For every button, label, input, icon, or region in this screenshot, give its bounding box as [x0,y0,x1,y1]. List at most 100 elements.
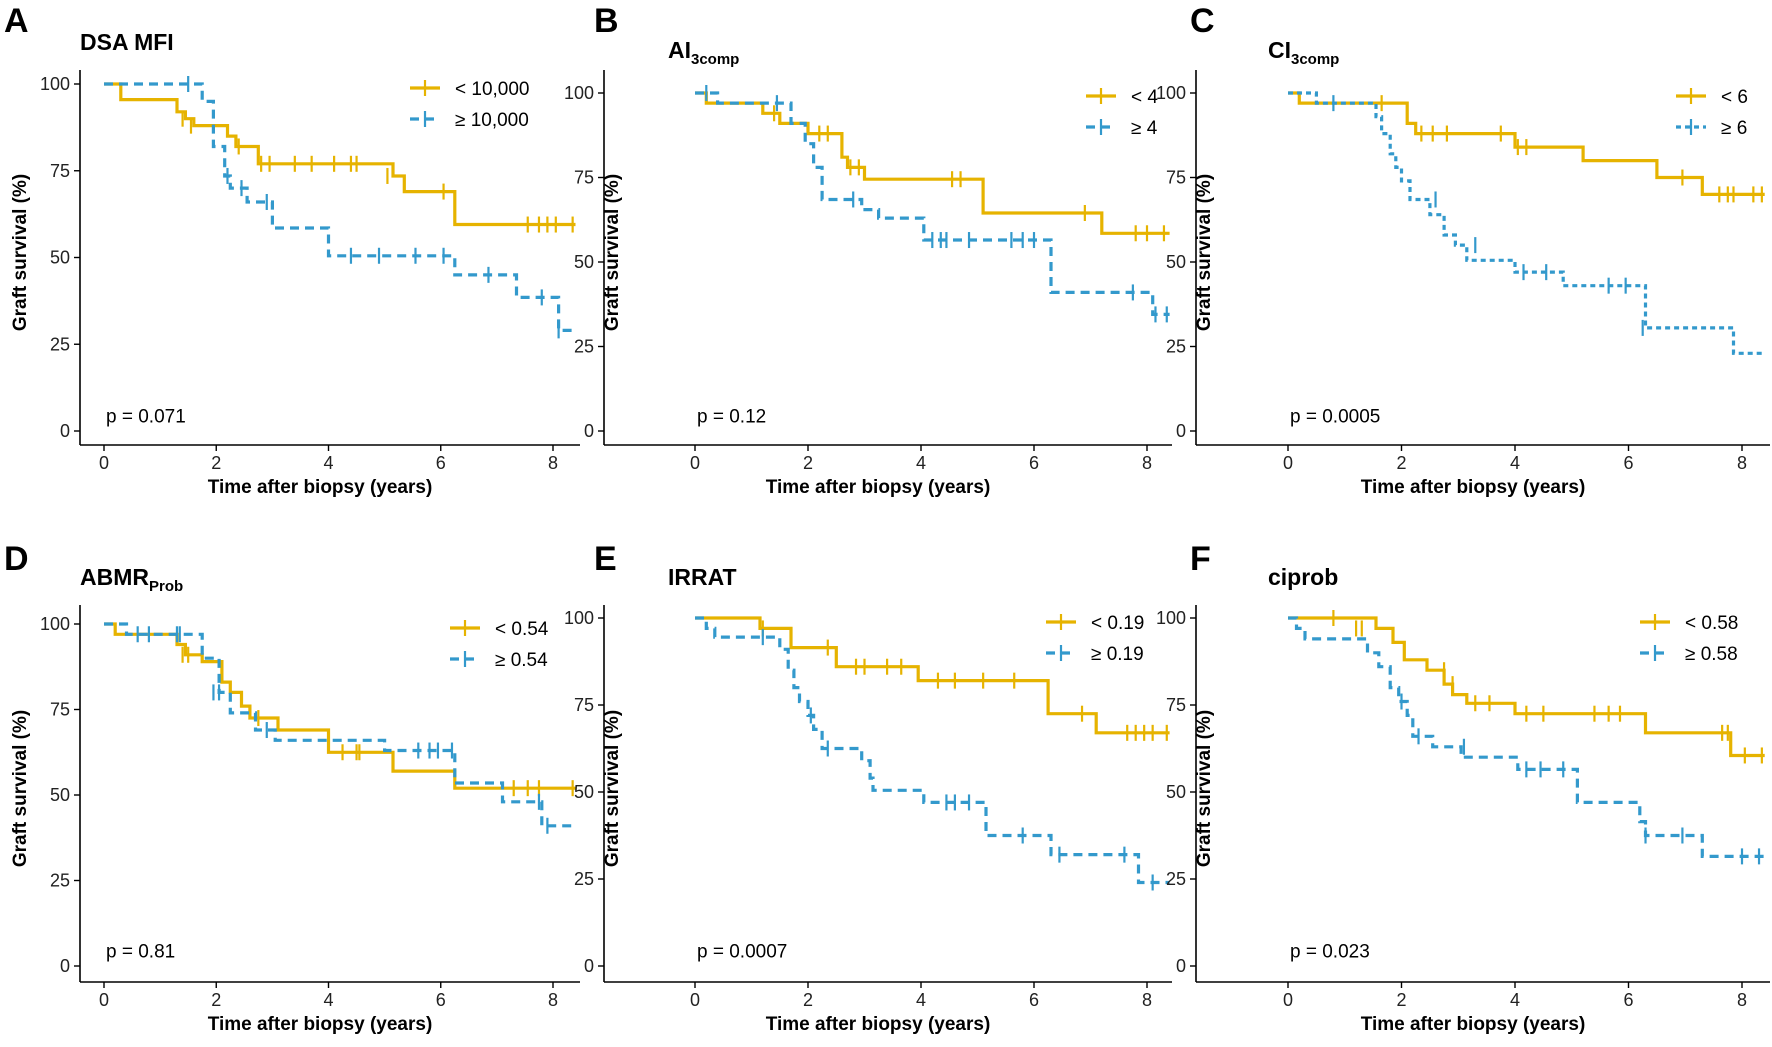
x-tick-label: 0 [1283,990,1293,1010]
y-tick-label: 25 [574,869,594,889]
y-tick-label: 50 [50,785,70,805]
y-tick-label: 25 [1166,337,1186,357]
p-value: p = 0.12 [697,407,766,428]
y-axis-label: Graft survival (%) [1194,710,1215,867]
legend-label: ≥ 0.19 [1091,644,1144,665]
y-axis-label: Graft survival (%) [602,174,623,331]
x-axis-label: Time after biopsy (years) [208,477,433,498]
panel-title: CI3comp [1268,37,1339,68]
y-tick-label: 100 [1156,83,1186,103]
y-tick-label: 75 [50,161,70,181]
y-tick-label: 75 [574,168,594,188]
x-tick-label: 0 [99,990,109,1010]
x-tick-label: 8 [548,453,558,473]
x-tick-label: 2 [803,990,813,1010]
panel-d: D ABMRProb 0 25 50 75 100 0 2 4 6 8 Time after biops… [4,540,580,1035]
y-tick-label: 25 [574,337,594,357]
series-line-high [695,616,1170,885]
legend-label: ≥ 0.54 [495,650,548,671]
x-axis-label: Time after biopsy (years) [1361,1014,1586,1035]
series-line-high [104,82,576,332]
p-value: p = 0.0005 [1290,407,1380,428]
legend-label: ≥ 0.58 [1685,644,1738,665]
legend-label: < 6 [1721,87,1748,108]
p-value: p = 0.071 [106,406,186,427]
y-tick-label: 0 [584,421,594,441]
x-tick-label: 4 [1510,990,1520,1010]
y-axis-label: Graft survival (%) [10,174,31,331]
y-tick-label: 50 [50,248,70,268]
series-line-high [104,622,576,828]
x-axis-label: Time after biopsy (years) [766,477,991,498]
y-axis-label: Graft survival (%) [1194,174,1215,331]
y-tick-label: 0 [60,421,70,441]
legend-label: ≥ 10,000 [455,110,529,131]
legend-label: < 10,000 [455,79,530,100]
panel-a: A DSA MFI 0 25 50 75 100 0 2 4 6 8 Time after biopsy… [4,2,580,498]
legend-label: ≥ 6 [1721,118,1747,139]
y-tick-label: 0 [584,956,594,976]
x-tick-label: 4 [916,990,926,1010]
x-tick-label: 2 [1396,453,1406,473]
legend-label: < 0.19 [1091,613,1144,634]
panel-title: ABMRProb [80,564,183,595]
series-line-high [1288,91,1765,355]
y-tick-label: 100 [40,614,70,634]
x-tick-label: 0 [99,453,109,473]
y-tick-label: 50 [574,782,594,802]
y-tick-label: 25 [1166,869,1186,889]
x-tick-label: 4 [916,453,926,473]
x-tick-label: 2 [803,453,813,473]
x-tick-label: 6 [1623,453,1633,473]
series-line-low [1288,616,1765,758]
y-tick-label: 50 [1166,252,1186,272]
p-value: p = 0.023 [1290,941,1370,962]
y-tick-label: 0 [1176,421,1186,441]
x-tick-label: 4 [323,990,333,1010]
legend-label: ≥ 4 [1131,118,1158,139]
x-tick-label: 6 [436,990,446,1010]
x-axis-label: Time after biopsy (years) [766,1014,991,1035]
p-value: p = 0.0007 [697,941,787,962]
series-line-high [1288,616,1765,858]
y-tick-label: 75 [1166,695,1186,715]
x-axis-label: Time after biopsy (years) [208,1014,433,1035]
x-tick-label: 2 [211,990,221,1010]
panel-title: DSA MFI [80,29,174,55]
y-axis-label: Graft survival (%) [10,710,31,867]
panel-c: C CI3comp 0 25 50 75 100 0 2 4 6 8 Time after biopsy… [1156,2,1770,498]
x-tick-label: 6 [1029,453,1039,473]
series-line-low [104,82,576,227]
x-tick-label: 2 [1396,990,1406,1010]
panel-title: AI3comp [668,37,739,68]
series-line-high [695,91,1170,316]
y-tick-label: 75 [1166,168,1186,188]
panel-letter: F [1190,540,1211,578]
y-tick-label: 50 [574,252,594,272]
y-tick-label: 25 [50,871,70,891]
x-tick-label: 0 [1283,453,1293,473]
y-tick-label: 25 [50,334,70,354]
x-tick-label: 8 [1737,990,1747,1010]
legend-label: < 4 [1131,87,1158,108]
y-tick-label: 75 [50,700,70,720]
y-tick-label: 0 [60,956,70,976]
x-tick-label: 4 [323,453,333,473]
y-tick-label: 100 [564,83,594,103]
panel-letter: C [1190,2,1215,40]
panel-title: IRRAT [668,564,737,590]
p-value: p = 0.81 [106,941,175,962]
panel-letter: B [594,2,619,40]
panel-letter: D [4,540,29,578]
x-tick-label: 0 [690,453,700,473]
series-line-low [695,616,1170,735]
y-tick-label: 75 [574,695,594,715]
y-axis-label: Graft survival (%) [602,710,623,867]
series-line-low [104,622,576,790]
x-tick-label: 8 [548,990,558,1010]
x-tick-label: 6 [1029,990,1039,1010]
series-line-low [695,91,1170,235]
y-tick-label: 100 [1156,608,1186,628]
x-tick-label: 8 [1142,453,1152,473]
